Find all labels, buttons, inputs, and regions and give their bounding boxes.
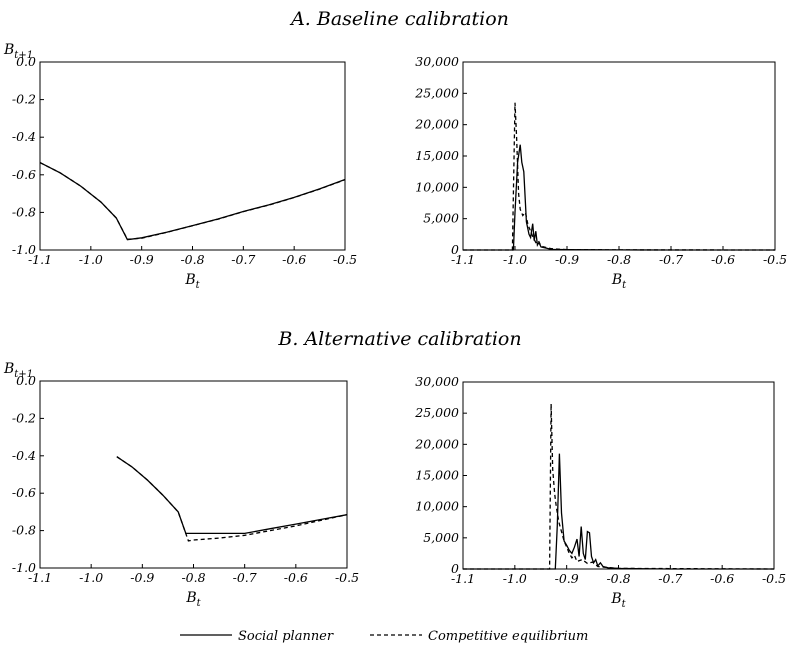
y-tick-label: -0.8 (12, 523, 36, 538)
plot-frame (462, 61, 776, 251)
panel-a-policy-chart: -1.1 -1.0 -0.9 -0.8 -0.7 -0.6 -0.50.0-0.2-0.4-… (3, 42, 357, 291)
social-planner-line (39, 162, 346, 241)
x-tick-label: -1.1 (451, 571, 475, 586)
y-tick-label: 10,000 (415, 499, 459, 514)
plot-frame (39, 61, 346, 251)
y-tick-label: 0.0 (16, 54, 36, 69)
y-tick-label: -1.0 (12, 560, 36, 575)
panel-a-distribution-chart: -1.1 -1.0 -0.9 -0.8 -0.7 -0.6 -0.5 30,000 25,000… (414, 54, 787, 291)
y-tick-label: -0.4 (12, 129, 36, 144)
y-tick-label: 30,000 (415, 54, 459, 69)
competitive-equilibrium-line (463, 403, 775, 570)
y-axis-label: Bt+1 (3, 361, 33, 380)
x-axis-label: Bt (184, 272, 200, 291)
y-tick-label: 5,000 (423, 211, 459, 226)
x-axis-label: Bt (611, 272, 627, 291)
x-tick-label: -0.9 (130, 570, 154, 585)
legend: Social planner Competitive equilibrium (180, 629, 588, 644)
plot-frame (39, 380, 348, 569)
x-tick-label: -0.6 (284, 570, 308, 585)
x-tick-label: -0.8 (606, 571, 630, 586)
panel-b-policy-chart: -1.1 -1.0 -0.9 -0.8 -0.7 -0.6 -0.50.0-0.2-0.4-… (3, 361, 359, 609)
x-tick-label: -1.0 (79, 252, 103, 267)
x-tick-label: -0.6 (282, 252, 306, 267)
x-tick-label: -0.9 (130, 252, 154, 267)
x-tick-label: -0.6 (711, 252, 735, 267)
y-tick-label: -0.4 (12, 448, 36, 463)
plot-frame (462, 381, 775, 570)
x-tick-label: -0.7 (658, 571, 682, 586)
y-tick-label: 25,000 (414, 85, 459, 100)
competitive-equilibrium-line (116, 456, 348, 542)
competitive-equilibrium-line (463, 102, 776, 251)
x-tick-label: -0.8 (181, 570, 205, 585)
x-tick-label: -1.1 (451, 252, 475, 267)
x-tick-label: -0.5 (762, 571, 786, 586)
y-axis-label: Bt+1 (3, 42, 33, 61)
x-tick-label: -1.0 (79, 570, 103, 585)
competitive-equilibrium-line (39, 162, 346, 240)
y-tick-label: 5,000 (423, 530, 459, 545)
y-tick-label: 20,000 (414, 436, 459, 451)
x-tick-label: -0.8 (607, 252, 631, 267)
y-tick-label: -0.6 (12, 167, 36, 182)
y-tick-label: 15,000 (415, 468, 459, 483)
panel-b-distribution-chart: -1.1 -1.0 -0.9 -0.8 -0.7 -0.6 -0.5 30,000 25,000… (414, 374, 786, 610)
x-tick-label: -0.5 (763, 252, 787, 267)
x-tick-label: -0.7 (231, 252, 255, 267)
y-tick-label: -0.2 (12, 92, 36, 107)
x-tick-label: -0.5 (333, 252, 357, 267)
x-tick-label: -1.0 (503, 571, 527, 586)
x-tick-label: -0.7 (233, 570, 257, 585)
social-planner-line (463, 453, 774, 570)
x-tick-label: -0.5 (335, 570, 359, 585)
y-tick-label: 30,000 (415, 374, 459, 389)
y-tick-label: 0 (451, 242, 459, 257)
x-tick-label: -0.8 (180, 252, 204, 267)
x-tick-label: -1.1 (28, 252, 52, 267)
social-planner-line (463, 144, 775, 251)
y-tick-label: 15,000 (415, 148, 459, 163)
x-tick-label: -0.9 (555, 252, 579, 267)
y-tick-label: 20,000 (414, 117, 459, 132)
panel-a-title: A. Baseline calibration (289, 8, 509, 30)
y-tick-label: -1.0 (12, 242, 36, 257)
x-axis-label: Bt (185, 590, 201, 609)
y-tick-label: 0.0 (16, 373, 36, 388)
x-tick-label: -0.7 (659, 252, 683, 267)
x-tick-label: -1.1 (28, 570, 52, 585)
y-tick-label: 0 (451, 561, 459, 576)
x-tick-label: -0.6 (710, 571, 734, 586)
x-tick-label: -0.9 (555, 571, 579, 586)
x-tick-label: -1.0 (503, 252, 527, 267)
y-tick-label: 25,000 (414, 405, 459, 420)
y-tick-label: -0.6 (12, 485, 36, 500)
y-tick-label: 10,000 (415, 179, 459, 194)
y-tick-label: -0.2 (12, 410, 36, 425)
y-tick-label: -0.8 (12, 204, 36, 219)
panel-b-title: B. Alternative calibration (277, 328, 521, 350)
legend-competitive-equilibrium-label: Competitive equilibrium (428, 629, 588, 644)
legend-social-planner-label: Social planner (238, 629, 334, 644)
x-axis-label: Bt (610, 591, 626, 610)
